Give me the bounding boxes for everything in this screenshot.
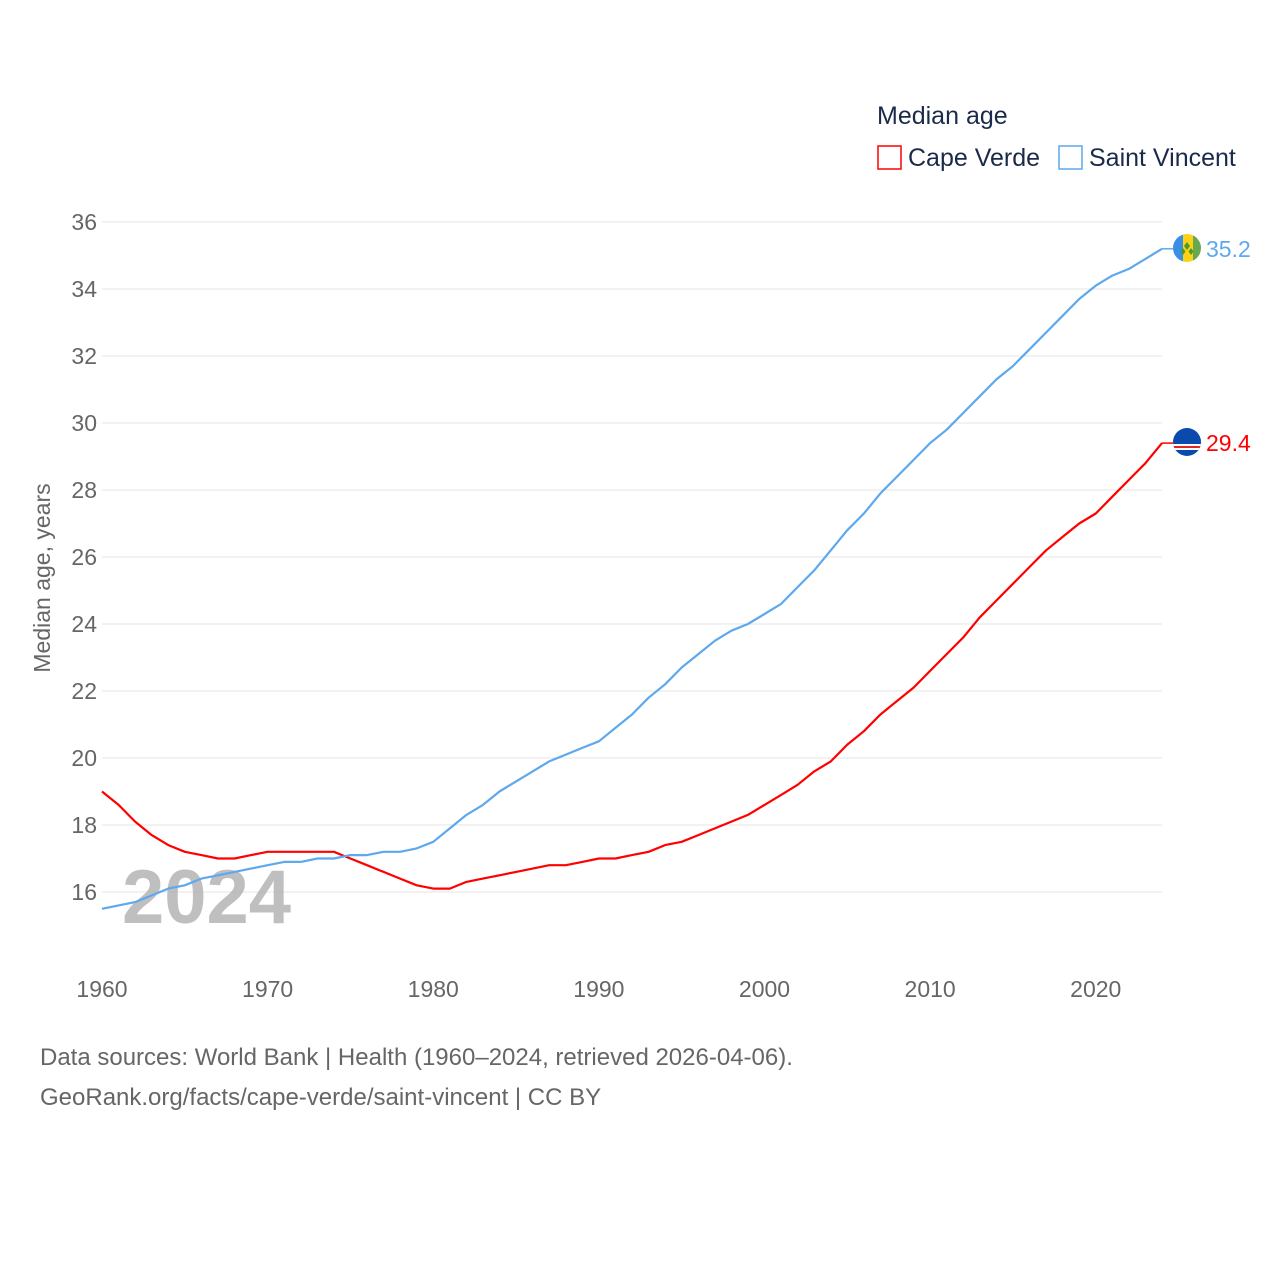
legend-item-cape-verde[interactable]: Cape Verde — [877, 144, 1040, 172]
legend-title: Median age — [877, 102, 1008, 130]
end-labels: 29.4 35.2 — [1162, 236, 1251, 456]
y-tick-label: 32 — [71, 343, 97, 369]
legend: Median age Cape Verde Saint Vincent — [877, 102, 1236, 172]
line-cape-verde — [101, 442, 1163, 890]
y-tick-label: 26 — [71, 544, 97, 570]
line-saint-vincent — [101, 247, 1163, 910]
legend-swatch-saint-vincent — [1058, 145, 1083, 170]
legend-swatch-cape-verde — [877, 145, 902, 170]
x-tick-label: 2000 — [739, 976, 790, 1002]
y-tick-label: 36 — [71, 209, 97, 235]
year-watermark: 2024 — [122, 855, 291, 940]
data-source-note: Data sources: World Bank | Health (1960–… — [40, 1044, 793, 1071]
x-axis-ticks: 1960 1970 1980 1990 2000 2010 2020 — [76, 976, 1121, 1002]
end-value-label: 29.4 — [1206, 430, 1251, 456]
gridlines — [102, 221, 1162, 893]
x-tick-label: 1990 — [573, 976, 624, 1002]
legend-label-cape-verde: Cape Verde — [908, 144, 1040, 172]
saint-vincent-flag-icon — [1173, 234, 1201, 262]
y-axis-label: Median age, years — [29, 483, 55, 672]
series-lines — [101, 247, 1163, 910]
cape-verde-flag-icon — [1173, 428, 1201, 456]
y-tick-label: 28 — [71, 477, 97, 503]
x-tick-label: 1970 — [242, 976, 293, 1002]
x-tick-label: 2020 — [1070, 976, 1121, 1002]
y-tick-label: 18 — [71, 812, 97, 838]
credit-link[interactable]: GeoRank.org/facts/cape-verde/saint-vince… — [40, 1084, 602, 1111]
y-tick-label: 22 — [71, 678, 97, 704]
y-tick-label: 24 — [71, 611, 97, 637]
legend-label-saint-vincent: Saint Vincent — [1089, 144, 1236, 172]
y-tick-label: 16 — [71, 879, 97, 905]
y-axis-ticks: 16 18 20 22 24 26 28 30 32 34 36 — [71, 209, 97, 905]
x-tick-label: 1980 — [408, 976, 459, 1002]
x-tick-label: 1960 — [76, 976, 127, 1002]
end-value-label: 35.2 — [1206, 236, 1251, 262]
legend-item-saint-vincent[interactable]: Saint Vincent — [1058, 144, 1236, 172]
x-tick-label: 2010 — [905, 976, 956, 1002]
y-tick-label: 34 — [71, 276, 97, 302]
y-tick-label: 30 — [71, 410, 97, 436]
y-tick-label: 20 — [71, 745, 97, 771]
